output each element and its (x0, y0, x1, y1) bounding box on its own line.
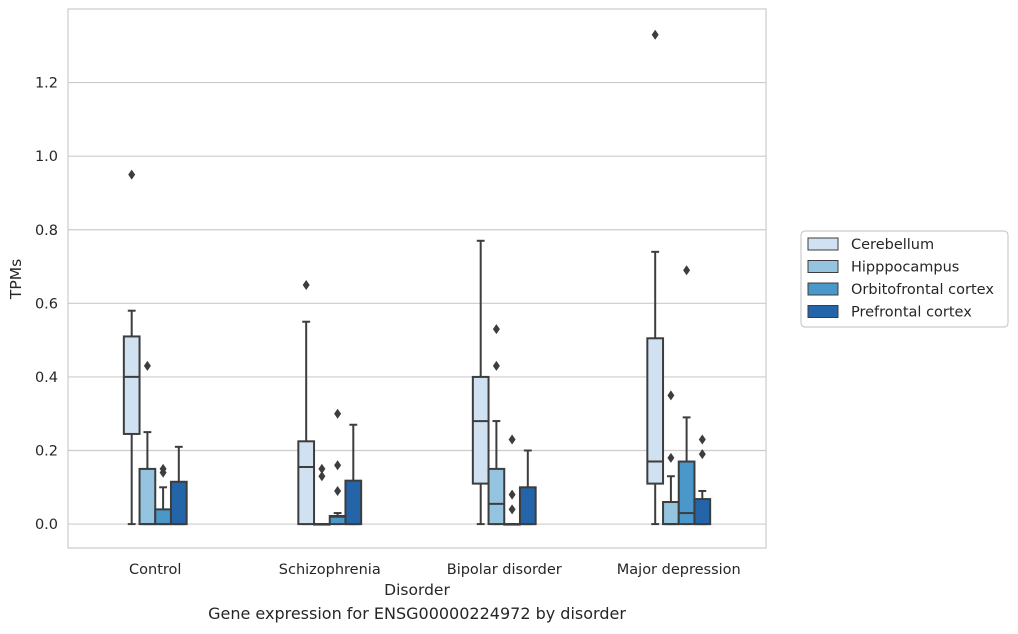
outlier-point (143, 360, 151, 371)
legend-label-hipppocampus: Hipppocampus (851, 260, 959, 276)
x-axis-label: Disorder (384, 581, 450, 599)
outlier-point (651, 29, 659, 40)
box-body (297, 440, 316, 526)
box-body (646, 337, 665, 485)
y-gridlines (68, 81, 766, 525)
outlier-point (698, 434, 706, 445)
box-group (122, 29, 712, 526)
box-body (487, 467, 506, 526)
chart-caption: Gene expression for ENSG00000224972 by d… (208, 604, 626, 623)
legend-swatch-cerebellum (807, 237, 839, 251)
outlier-point (334, 485, 342, 496)
box-body (122, 335, 141, 435)
legend-label-orbitofrontal-cortex: Orbitofrontal cortex (851, 282, 994, 298)
box-body (471, 375, 490, 485)
x-tick-label-control: Control (129, 562, 181, 578)
box-major-depression-prefrontal-cortex (693, 434, 712, 526)
legend-swatch-hipppocampus (807, 260, 839, 273)
outlier-point (334, 408, 342, 419)
box-major-depression-cerebellum (646, 29, 665, 526)
y-tick-label: 1.0 (35, 149, 58, 165)
outlier-point (159, 463, 167, 474)
box-control-orbitofrontal-cortex (154, 463, 172, 526)
box-major-depression-orbitofrontal-cortex (677, 265, 696, 526)
box-schizophrenia-prefrontal-cortex (344, 423, 363, 526)
outlier-point (128, 169, 136, 180)
outlier-point (492, 360, 500, 371)
y-tick-label: 0.4 (35, 370, 58, 386)
outlier-point (508, 489, 516, 500)
box-control-hipppocampus (138, 360, 157, 526)
box-control-cerebellum (122, 169, 141, 526)
y-tick-labels: 0.0 0.2 0.4 0.6 0.8 1.0 1.2 (35, 76, 58, 534)
box-body (154, 508, 172, 526)
x-tick-labels: Control Schizophrenia Bipolar disorder Majo… (129, 562, 741, 578)
box-control-prefrontal-cortex (169, 445, 188, 526)
outlier-point (302, 279, 310, 290)
x-tick-label-bipolar-disorder: Bipolar disorder (447, 562, 562, 578)
box-bipolar-disorder-prefrontal-cortex (518, 449, 537, 526)
legend-swatch-prefrontal-cortex (807, 305, 839, 318)
box-bipolar-disorder-orbitofrontal-cortex (503, 434, 521, 526)
box-body (677, 460, 696, 526)
outlier-point (508, 504, 516, 515)
x-tick-label-major-depression: Major depression (617, 562, 741, 578)
box-schizophrenia-orbitofrontal-cortex (328, 408, 347, 526)
box-body (662, 501, 680, 526)
box-body (693, 498, 712, 526)
outlier-point (334, 460, 342, 471)
box-body (138, 467, 157, 526)
box-bipolar-disorder-cerebellum (471, 239, 490, 526)
outlier-point (508, 434, 516, 445)
y-tick-label: 0.0 (35, 517, 58, 533)
legend-label-prefrontal-cortex: Prefrontal cortex (851, 305, 972, 321)
y-tick-label: 0.6 (35, 296, 58, 312)
outlier-point (667, 390, 675, 401)
outlier-point (698, 449, 706, 460)
legend-label-cerebellum: Cerebellum (851, 237, 934, 253)
outlier-point (683, 265, 691, 276)
outlier-point (318, 463, 326, 474)
box-bipolar-disorder-hipppocampus (487, 324, 506, 526)
outlier-point (492, 324, 500, 335)
outlier-point (318, 471, 326, 482)
y-tick-label: 0.2 (35, 444, 58, 460)
legend-swatch-orbitofrontal-cortex (807, 282, 839, 296)
box-body (344, 479, 363, 526)
box-major-depression-hipppocampus (662, 390, 680, 526)
outlier-point (667, 452, 675, 463)
y-tick-label: 1.2 (35, 76, 58, 92)
legend-frame (800, 230, 1009, 328)
box-schizophrenia-hipppocampus (313, 463, 331, 526)
legend: Cerebellum Hipppocampus Orbitofrontal cort… (800, 230, 1009, 328)
y-tick-label: 0.8 (35, 223, 58, 239)
box-body (518, 486, 537, 526)
x-tick-label-schizophrenia: Schizophrenia (279, 562, 381, 578)
box-schizophrenia-cerebellum (297, 279, 316, 526)
y-axis-label: TPMs (7, 259, 25, 300)
plot-frame (67, 8, 767, 549)
box-body (169, 480, 188, 526)
